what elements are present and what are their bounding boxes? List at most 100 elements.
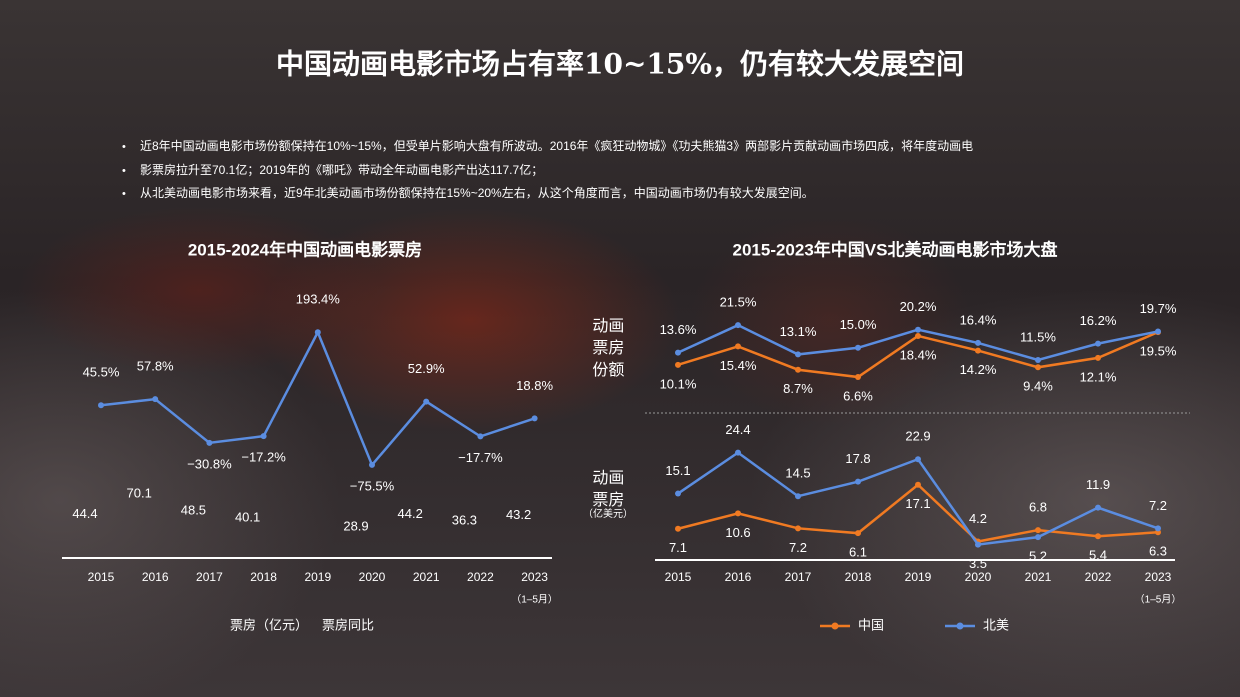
bullet-text: 从北美动画电影市场来看，近9年北美动画市场份额保持在15%~20%左右，从这个角… xyxy=(140,185,814,200)
point xyxy=(855,478,861,485)
value-label: 3.5 xyxy=(969,556,987,571)
value-label: 8.7% xyxy=(783,381,813,396)
bar xyxy=(86,522,116,558)
value-label: 45.5% xyxy=(83,365,120,380)
value-label: 15.0% xyxy=(840,317,877,332)
value-label: 6.8 xyxy=(1029,500,1047,515)
x-tick-label: 2017 xyxy=(196,570,223,584)
point xyxy=(1155,525,1161,532)
x-tick-label: 2023 xyxy=(1145,570,1172,584)
point xyxy=(675,525,681,532)
x-tick-label: 2019 xyxy=(905,570,932,584)
slide-title: 中国动画电影市场占有率10~15%，仍有较大发展空间 xyxy=(276,48,964,81)
legend-label: 中国 xyxy=(858,617,884,632)
bar xyxy=(520,523,550,558)
x-tick-label: 2018 xyxy=(250,570,277,584)
value-label: −30.8% xyxy=(187,456,232,471)
point xyxy=(915,456,921,463)
point xyxy=(855,344,861,351)
point xyxy=(675,490,681,497)
point xyxy=(423,398,430,405)
point xyxy=(675,349,681,356)
point xyxy=(795,493,801,500)
value-label: 9.4% xyxy=(1023,379,1053,394)
point xyxy=(1035,527,1041,534)
panel-unit: （亿美元） xyxy=(583,509,633,520)
point xyxy=(206,439,213,446)
point xyxy=(1035,364,1041,371)
chart-title: 2015-2023年中国VS北美动画电影市场大盘 xyxy=(733,239,1058,259)
bar xyxy=(249,526,279,558)
panel-label: 动画票房份额 xyxy=(592,318,625,379)
value-label: 21.5% xyxy=(720,295,757,310)
point xyxy=(1095,504,1101,511)
point xyxy=(1155,328,1161,335)
value-label: 11.9 xyxy=(1086,477,1110,492)
point xyxy=(314,329,321,336)
value-label: −17.2% xyxy=(241,450,286,465)
bullet-dot: • xyxy=(122,165,126,177)
value-label: 5.4 xyxy=(1089,548,1107,563)
point xyxy=(98,402,104,409)
value-label: 20.2% xyxy=(900,299,937,314)
point xyxy=(915,481,921,488)
x-tick-label: 2017 xyxy=(785,570,812,584)
bullet-text: 影票房拉升至70.1亿；2019年的《哪吒》带动全年动画电影产出达117.7亿； xyxy=(140,162,543,177)
bullet-dot: • xyxy=(122,141,126,153)
x-tick-label: 2015 xyxy=(665,570,692,584)
value-label: 4.2 xyxy=(969,511,987,526)
value-label: 14.2% xyxy=(960,362,997,377)
value-label: 13.6% xyxy=(660,322,697,337)
bar xyxy=(411,523,441,558)
point xyxy=(975,347,981,354)
legend-label: 票房（亿元） xyxy=(230,617,308,632)
value-label: 14.5 xyxy=(785,466,810,481)
value-label: 36.3 xyxy=(452,512,477,527)
bullet-dot: • xyxy=(122,188,126,200)
panel-label: 动画票房 xyxy=(592,470,625,509)
point xyxy=(477,433,484,440)
value-label: 48.5 xyxy=(181,503,206,518)
point xyxy=(369,461,375,468)
value-label: 10.1% xyxy=(660,376,697,391)
chart-title: 2015-2024年中国动画电影票房 xyxy=(188,239,422,259)
value-label: 18.4% xyxy=(900,347,937,362)
value-label: 6.6% xyxy=(843,388,873,403)
point xyxy=(1095,340,1101,347)
legend-marker xyxy=(831,622,839,630)
legend-marker xyxy=(956,622,964,630)
point xyxy=(855,530,861,537)
value-label: 5.2 xyxy=(1029,549,1047,564)
value-label: 17.8 xyxy=(845,451,870,466)
value-label: 15.4% xyxy=(720,358,757,373)
bar xyxy=(357,535,387,558)
x-tick-label: 2021 xyxy=(413,570,440,584)
x-tick-label: 2022 xyxy=(1085,570,1112,584)
bullet-text: 近8年中国动画电影市场份额保持在10%~15%，但受单片影响大盘有所波动。201… xyxy=(140,138,973,153)
point xyxy=(152,396,159,403)
point xyxy=(795,366,801,373)
bar xyxy=(140,502,170,558)
x-tick-label: 2020 xyxy=(359,570,386,584)
bar xyxy=(194,519,224,558)
x-tick-label: 2016 xyxy=(142,570,169,584)
value-label: 19.5% xyxy=(1140,344,1177,359)
value-label: 16.2% xyxy=(1080,313,1117,328)
value-label: 17.1 xyxy=(905,496,930,511)
value-label: −17.7% xyxy=(458,450,503,465)
value-label: 43.2 xyxy=(506,507,531,522)
point xyxy=(735,510,741,517)
value-label: 57.8% xyxy=(137,359,174,374)
point xyxy=(735,449,741,456)
value-label: 6.1 xyxy=(849,545,867,560)
value-label: 24.4 xyxy=(725,422,750,437)
point xyxy=(975,541,981,548)
x-tick-label: 2015 xyxy=(88,570,115,584)
value-label: 15.1 xyxy=(665,463,690,478)
legend-label: 北美 xyxy=(983,617,1009,632)
value-label: −75.5% xyxy=(350,478,395,493)
value-label: 13.1% xyxy=(780,324,817,339)
value-label: 12.1% xyxy=(1080,369,1117,384)
x-tick-note: （1–5月） xyxy=(1135,594,1182,606)
